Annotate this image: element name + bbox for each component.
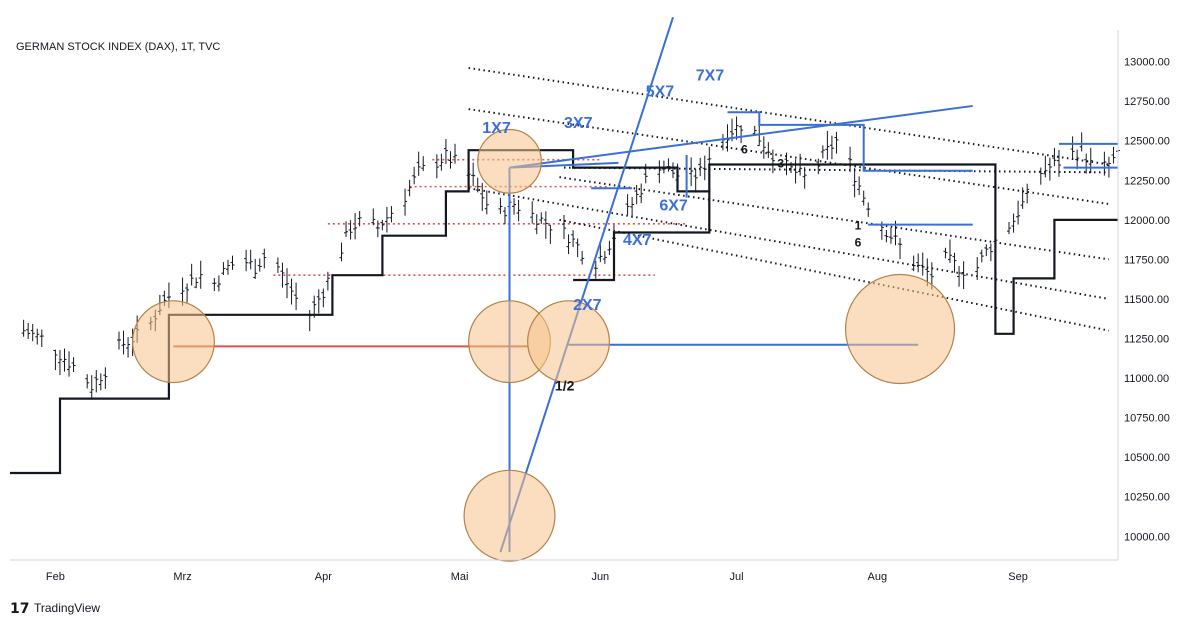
- circle-marker-layer: [132, 128, 956, 562]
- blue-fan-line: [509, 104, 973, 169]
- price-tick-label: 12000.00: [1124, 215, 1170, 227]
- circle-marker: [527, 300, 611, 384]
- circle-marker: [463, 469, 556, 562]
- price-tick-label: 11250.00: [1124, 334, 1169, 346]
- annotation-label: 1X7: [482, 120, 511, 137]
- price-tick-label: 12750.00: [1124, 96, 1170, 108]
- price-tick-label: 11500.00: [1124, 294, 1169, 306]
- annotation-layer: 1X7 3X7 5X7 7X7 6X7 4X7 2X7 1/2 6 3 1 6: [482, 68, 861, 394]
- step-segment: [573, 191, 711, 282]
- annotation-label: 6: [741, 142, 748, 156]
- circle-marker: [132, 300, 215, 384]
- month-tick-label: Sep: [1008, 571, 1028, 583]
- annotation-label: 2X7: [573, 297, 602, 314]
- chart-title: GERMAN STOCK INDEX (DAX), 1T, TVC: [16, 41, 220, 53]
- month-tick-label: Jun: [591, 571, 609, 583]
- month-tick-label: Mai: [451, 571, 469, 583]
- price-tick-label: 12250.00: [1124, 175, 1170, 187]
- blue-fan-line: [499, 17, 674, 553]
- price-tick-label: 12500.00: [1124, 136, 1170, 148]
- circle-marker: [844, 273, 956, 385]
- annotation-label: 4X7: [623, 232, 652, 249]
- price-tick-label: 11000.00: [1124, 373, 1169, 385]
- dotted-trendline: [468, 187, 1110, 300]
- price-tick-label: 10250.00: [1124, 492, 1170, 504]
- month-tick-label: Feb: [46, 571, 65, 583]
- annotation-label: 1/2: [555, 378, 575, 394]
- price-tick-label: 10750.00: [1124, 413, 1170, 425]
- month-tick-label: Mrz: [173, 571, 191, 583]
- price-tick-label: 11750.00: [1124, 254, 1169, 266]
- brand-label: TradingView: [34, 601, 100, 615]
- month-tick-label: Jul: [730, 571, 744, 583]
- month-tick-label: Apr: [315, 571, 332, 583]
- annotation-label: 3X7: [564, 115, 593, 132]
- axis-layer: 10000.00 10250.00 10500.00 10750.00 11000.00…: [10, 30, 1170, 583]
- month-tick-label: Aug: [868, 571, 888, 583]
- annotation-label: 5X7: [646, 83, 675, 100]
- annotation-label: 6: [855, 236, 862, 250]
- blue-segment: [727, 111, 973, 172]
- price-tick-label: 10000.00: [1124, 531, 1170, 543]
- price-bars-layer: [21, 116, 1120, 400]
- annotation-label: 7X7: [696, 68, 725, 85]
- circle-marker: [477, 128, 542, 194]
- tradingview-logo: 𝟭𝟳: [10, 600, 29, 616]
- annotation-label: 1: [855, 218, 862, 232]
- tradingview-logo-icon: 𝟭𝟳: [10, 600, 29, 616]
- annotation-label: 6X7: [659, 197, 688, 214]
- annotation-label: 3: [777, 157, 784, 171]
- dotted-trendline: [559, 218, 1110, 332]
- price-tick-label: 10500.00: [1124, 452, 1170, 464]
- price-tick-label: 13000.00: [1124, 57, 1170, 69]
